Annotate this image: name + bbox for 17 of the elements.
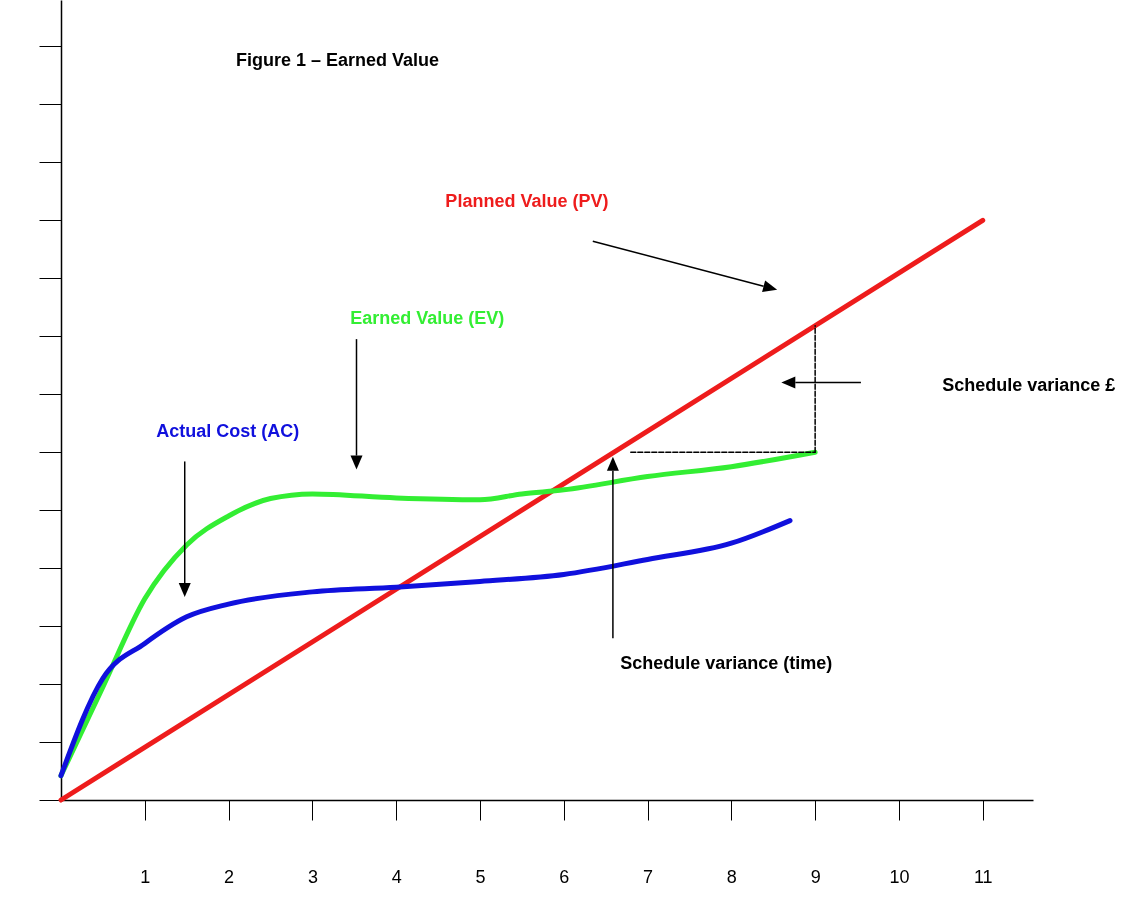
x-tick-label: 7 <box>643 866 654 887</box>
x-tick-label: 9 <box>810 866 821 887</box>
text: Planned Value (PV) <box>445 190 609 211</box>
x-tick-label: 11 <box>973 866 993 887</box>
x-tick-label: 4 <box>391 866 402 887</box>
x-tick-label: 3 <box>307 866 318 887</box>
x-tick-label: 2 <box>224 866 235 887</box>
x-tick-label: 8 <box>726 866 737 887</box>
x-tick-label: 10 <box>889 866 910 887</box>
x-tick-label: 5 <box>475 866 486 887</box>
x-tick-label: 6 <box>559 866 570 887</box>
chart-title: Figure 1 – Earned Value <box>235 50 440 71</box>
text: Actual Cost (AC) <box>156 420 300 441</box>
annotation: Schedule variance £ <box>942 375 1116 396</box>
text: Earned Value (EV) <box>350 308 505 329</box>
annotation: Schedule variance (time) <box>620 652 833 673</box>
x-tick-label: 1 <box>140 866 151 887</box>
